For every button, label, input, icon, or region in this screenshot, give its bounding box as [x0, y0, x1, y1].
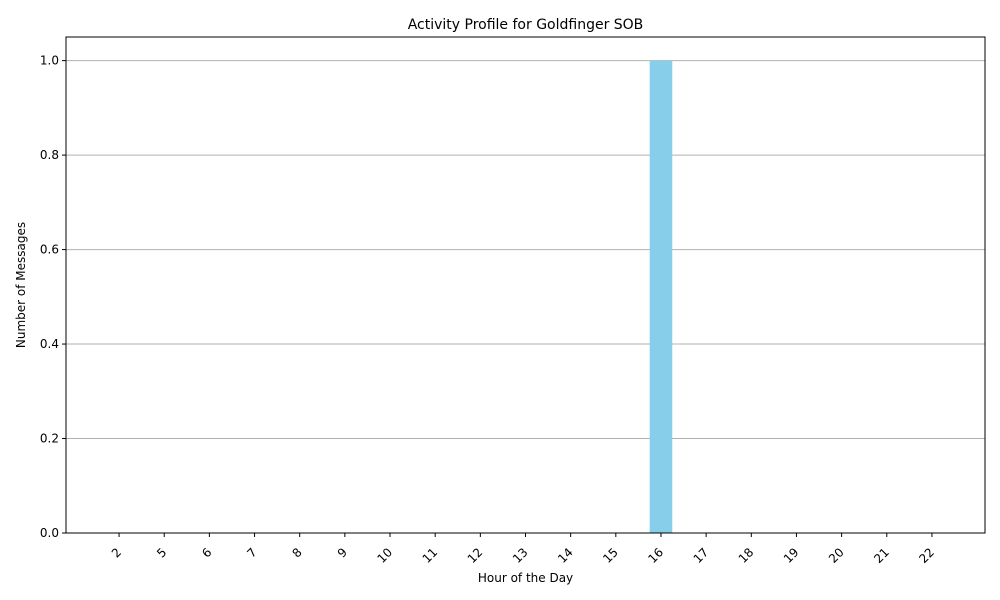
y-tick-label: 0.4 — [40, 337, 59, 351]
y-tick-label: 0.0 — [40, 526, 59, 540]
x-tick-label: 14 — [555, 545, 576, 566]
chart-title: Activity Profile for Goldfinger SOB — [408, 17, 644, 33]
bars — [649, 60, 673, 533]
x-tick-label: 20 — [826, 545, 847, 566]
x-tick-label: 15 — [600, 545, 621, 566]
x-tick-label: 17 — [691, 545, 712, 566]
x-tick-label: 19 — [781, 545, 802, 566]
y-tick-label: 0.6 — [40, 243, 59, 257]
x-tick-label: 21 — [871, 545, 892, 566]
x-tick-label: 10 — [374, 545, 395, 566]
y-tick-label: 0.2 — [40, 432, 59, 446]
y-ticks: 0.0 0.2 0.4 0.6 0.8 1.0 — [40, 54, 66, 540]
y-tick-label: 1.0 — [40, 54, 59, 68]
x-tick-label: 13 — [510, 545, 531, 566]
x-tick-label: 9 — [335, 545, 350, 560]
x-axis-label: Hour of the Day — [478, 571, 573, 585]
x-tick-label: 8 — [290, 545, 305, 560]
bar-hour-16 — [649, 60, 673, 533]
x-tick-label: 18 — [736, 545, 757, 566]
x-tick-label: 6 — [199, 545, 214, 560]
x-tick-label: 12 — [465, 545, 486, 566]
y-axis-label: Number of Messages — [14, 222, 28, 348]
x-ticks: 2 5 6 7 8 9 10 11 12 13 14 15 16 17 18 19 20 21 22 — [109, 533, 937, 566]
x-tick-label: 22 — [916, 545, 937, 566]
y-gridlines — [66, 60, 985, 534]
x-tick-label: 16 — [645, 545, 666, 566]
x-tick-label: 11 — [420, 545, 441, 566]
y-tick-label: 0.8 — [40, 148, 59, 162]
axes-frame — [65, 36, 986, 534]
x-tick-label: 5 — [154, 545, 169, 560]
x-tick-label: 7 — [244, 545, 259, 560]
x-tick-label: 2 — [109, 545, 124, 560]
